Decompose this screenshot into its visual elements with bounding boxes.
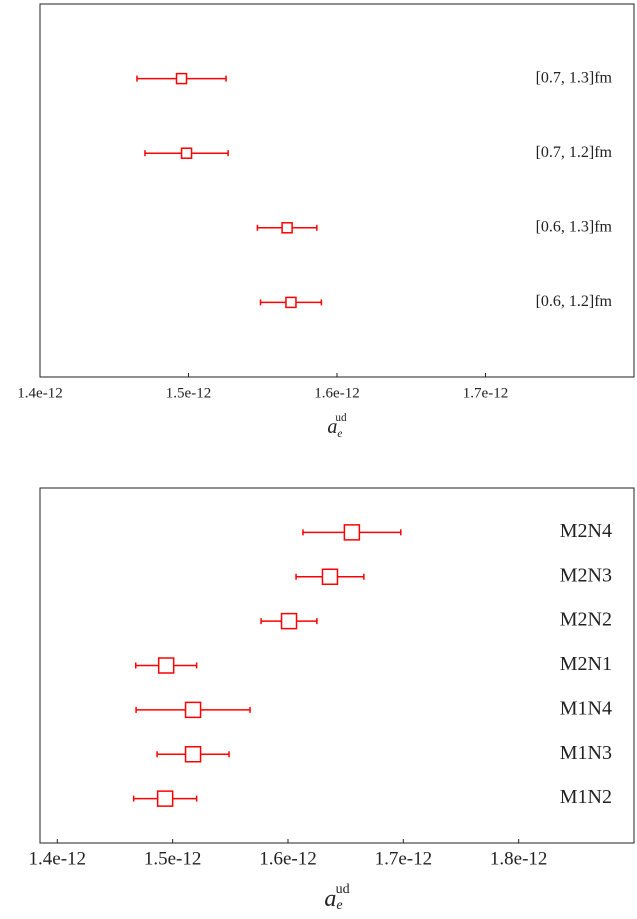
point-marker (157, 657, 175, 674)
point-marker (184, 746, 202, 763)
x-tick-label: 1.7e-12 (375, 848, 433, 869)
plot-frame (39, 487, 635, 844)
category-label: M1N2 (560, 786, 612, 808)
point-marker (180, 147, 193, 159)
point-marker (280, 612, 298, 630)
x-tick-label: 1.4e-12 (17, 385, 62, 401)
point-marker (156, 790, 174, 807)
x-tick-label: 1.6e-12 (259, 848, 317, 869)
x-tick-label: 1.8e-12 (490, 848, 548, 869)
x-tick-label: 1.5e-12 (144, 848, 202, 869)
x-axis-label-sup: ud (336, 882, 350, 897)
category-label: M2N2 (560, 609, 612, 631)
point-marker (175, 72, 188, 85)
x-axis-label-sub: e (336, 898, 342, 913)
x-tick-label: 1.6e-12 (314, 385, 359, 401)
point-marker (343, 524, 361, 541)
x-axis-label-sub: e (337, 428, 342, 440)
x-axis-label-base: a (324, 886, 336, 912)
category-label: [0.7, 1.2]fm (536, 144, 613, 161)
category-label: [0.7, 1.3]fm (536, 69, 613, 86)
x-tick-label: 1.7e-12 (463, 385, 508, 401)
category-label: M2N4 (560, 520, 612, 542)
x-axis-label: aeud (324, 882, 349, 913)
point-marker (184, 701, 202, 719)
category-label: M1N4 (560, 697, 612, 719)
category-label: M1N3 (560, 742, 612, 764)
category-label: M2N1 (560, 653, 612, 675)
x-tick-label: 1.5e-12 (166, 385, 211, 401)
x-axis-label-base: a (327, 416, 337, 438)
category-label: [0.6, 1.3]fm (536, 218, 613, 235)
x-tick-label: 1.4e-12 (29, 848, 87, 869)
point-marker (285, 296, 297, 309)
x-axis-label: ae ud (327, 412, 347, 440)
category-label: M2N3 (560, 564, 612, 586)
point-marker (321, 568, 339, 585)
category-label: [0.6, 1.2]fm (536, 293, 613, 310)
chart: 1.4e-12 1.5e-12 1.6e-12 1.7e-12 ae ud [0.7, 1.… (17, 3, 635, 440)
x-axis-label-sup: ud (335, 412, 347, 424)
point-marker (281, 222, 293, 234)
chart: 1.4e-12 1.5e-12 1.6e-12 1.7e-12 1.8e-12 aeud M… (29, 487, 635, 913)
plot-frame (39, 3, 635, 378)
